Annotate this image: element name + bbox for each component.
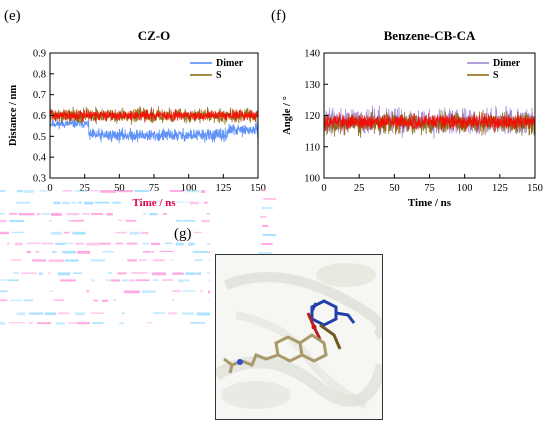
x-tick-label: 125: [492, 183, 508, 194]
y-tick-label: 100: [304, 174, 320, 185]
y-tick-label: 140: [304, 49, 320, 60]
y-tick-label: 0.6: [33, 111, 46, 122]
y-tick-label: 120: [304, 111, 320, 122]
x-tick-label: 25: [79, 183, 90, 194]
x-tick-label: 50: [114, 183, 125, 194]
x-tick-label: 100: [181, 183, 197, 194]
x-tick-label: 75: [149, 183, 160, 194]
x-tick-label: 75: [424, 183, 435, 194]
panel-label-g: (g): [174, 226, 192, 242]
y-axis-label: Distance / nm: [8, 85, 19, 147]
x-tick-label: 25: [354, 183, 365, 194]
y-axis-label: Angle / °: [282, 96, 293, 135]
y-tick-label: 0.3: [33, 174, 46, 185]
series-unlabeled-line: [323, 112, 536, 132]
y-tick-label: 0.5: [33, 132, 46, 143]
chart-title: Benzene-CB-CA: [384, 28, 476, 43]
panel-label-e: (e): [4, 8, 21, 24]
x-axis-label: Time / ns: [408, 197, 452, 209]
series-unlabeled-line: [49, 109, 259, 123]
series-s-line: [49, 106, 259, 125]
x-tick-label: 50: [389, 183, 400, 194]
noise-artifact-left: [0, 190, 210, 325]
molecular-structure-image: [215, 254, 383, 420]
legend-entry: Dimer: [216, 58, 244, 69]
legend-entry: Dimer: [493, 58, 521, 69]
x-tick-label: 150: [250, 183, 266, 194]
x-axis-label: Time / ns: [132, 197, 176, 209]
y-tick-label: 0.7: [33, 90, 46, 101]
x-tick-label: 150: [527, 183, 543, 194]
y-tick-label: 0.9: [33, 49, 46, 60]
x-tick-label: 0: [321, 183, 326, 194]
y-tick-label: 0.8: [33, 69, 46, 80]
chart-title: CZ-O: [138, 28, 171, 43]
y-tick-label: 110: [305, 142, 320, 153]
x-tick-label: 100: [457, 183, 473, 194]
x-tick-label: 0: [47, 183, 52, 194]
x-tick-label: 125: [215, 183, 231, 194]
legend-entry: S: [216, 70, 222, 81]
y-tick-label: 130: [304, 80, 320, 91]
series-dimer-line: [49, 117, 259, 144]
y-tick-label: 0.4: [33, 153, 47, 164]
legend-entry: S: [493, 70, 499, 81]
panel-label-f: (f): [271, 8, 286, 24]
